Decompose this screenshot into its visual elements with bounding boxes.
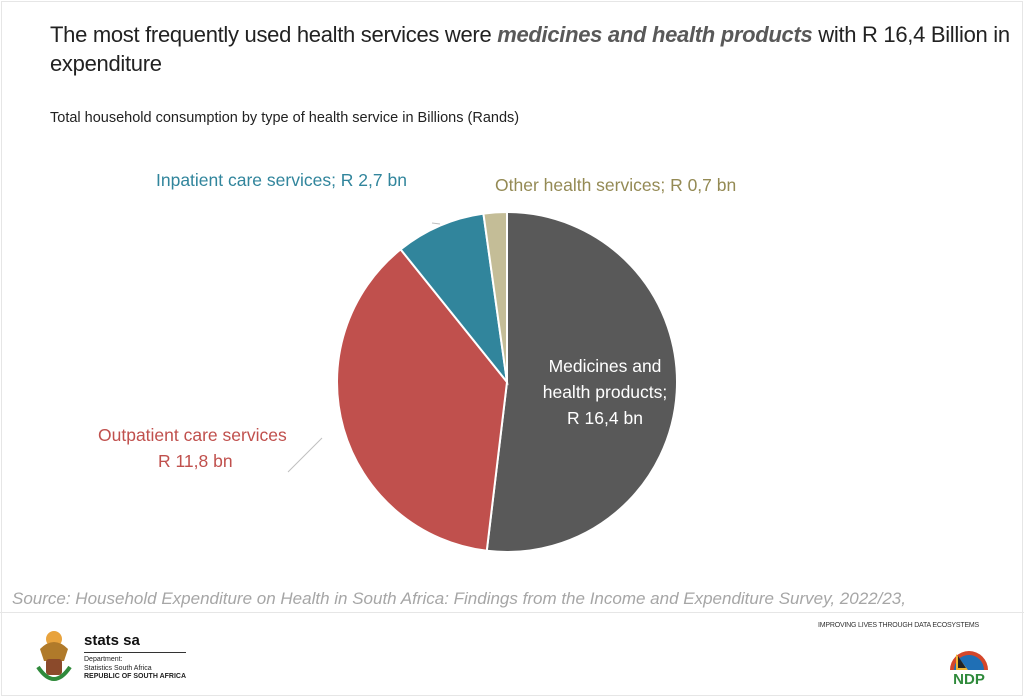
label-line: Outpatient care services (98, 425, 287, 445)
title-text: The most frequently used health services… (50, 22, 498, 47)
slice-label-medicines: Medicines and health products; R 16,4 bn (532, 353, 678, 431)
label-line: Medicines and (548, 356, 662, 376)
dept-line: REPUBLIC OF SOUTH AFRICA (84, 673, 187, 680)
pie-slice-medicines-and-health-products (485, 210, 678, 553)
coat-of-arms-logo (36, 631, 72, 681)
slice-label-other: Other health services; R 0,7 bn (495, 175, 737, 195)
svg-text:NDP: NDP (953, 671, 985, 686)
dept-line: Statistics South Africa (84, 664, 152, 672)
leader-line-outpatient (287, 437, 323, 473)
slice-label-inpatient: Inpatient care services; R 2,7 bn (156, 170, 407, 190)
source-note: Source: Household Expenditure on Health … (12, 589, 906, 608)
label-line: R 11,8 bn (158, 451, 233, 471)
pie-slice-other-health-services (482, 210, 508, 383)
title-emphasis: medicines and health products (497, 22, 813, 47)
department-text: Department: Statistics South Africa REPU… (84, 656, 186, 682)
ndp-logo: NDP (950, 651, 988, 686)
chart-title: Total household consumption by type of h… (50, 110, 520, 126)
title-text-end: with R 16,4 Billion in expenditure (50, 22, 1010, 76)
leader-line-inpatient (431, 222, 441, 225)
label-line: R 16,4 bn (567, 408, 643, 428)
org-divider (84, 652, 186, 653)
pie-slice-outpatient-care-services (336, 247, 509, 552)
label-line: health products; (542, 382, 668, 402)
pie-slice-inpatient-care-services (399, 212, 509, 386)
tagline: IMPROVING LIVES THROUGH DATA ECOSYSTEMS (818, 622, 980, 629)
dept-line: Department: (84, 656, 123, 663)
slice-label-outpatient: Outpatient care services R 11,8 bn (98, 422, 287, 474)
footer-divider (0, 612, 1024, 613)
org-name: stats sa (84, 632, 140, 649)
page-title: The most frequently used health services… (50, 20, 1020, 78)
